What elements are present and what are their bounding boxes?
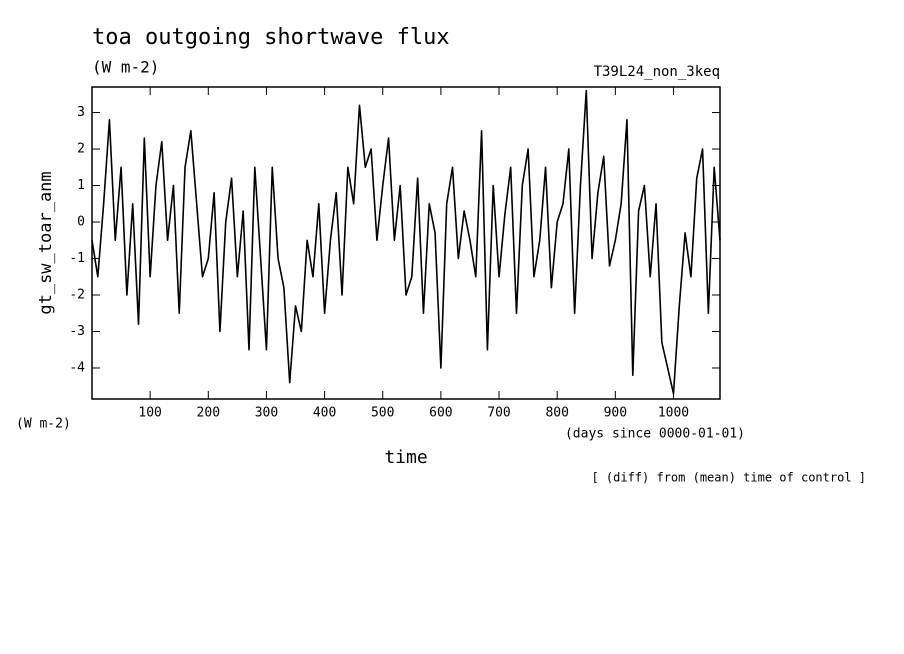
x-tick-label: 800: [545, 406, 568, 421]
annotation: [ (diff) from (mean) time of control ]: [591, 471, 866, 485]
y-tick-label: 0: [77, 215, 85, 230]
y-tick-label: 3: [77, 105, 85, 120]
x-tick-label: 900: [604, 406, 627, 421]
y-tick-label: 1: [77, 178, 85, 193]
x-tick-label: 700: [487, 406, 510, 421]
x-tick-label: 200: [197, 406, 220, 421]
x-tick-label: 300: [255, 406, 278, 421]
y-tick-label: 2: [77, 142, 85, 157]
chart-title: toa outgoing shortwave flux: [92, 25, 450, 50]
run-label: T39L24_non_3keq: [594, 64, 720, 80]
y-tick-label: -1: [69, 251, 85, 266]
y-tick-label: -2: [69, 288, 85, 303]
x-tick-label: 1000: [658, 406, 689, 421]
data-line: [91, 89, 721, 395]
y-units: (W m-2): [16, 417, 71, 432]
y-tick-label: -3: [69, 324, 85, 339]
x-units: (days since 0000-01-01): [565, 427, 745, 442]
x-tick-label: 500: [371, 406, 394, 421]
y-axis-label: gt_sw_toar_anm: [36, 171, 56, 314]
y-tick-label: -4: [69, 360, 85, 375]
x-tick-label: 400: [313, 406, 336, 421]
x-axis-label: time: [384, 447, 427, 468]
x-tick-label: 600: [429, 406, 452, 421]
x-tick-label: 100: [138, 406, 161, 421]
subtitle: (W m-2): [92, 58, 159, 77]
